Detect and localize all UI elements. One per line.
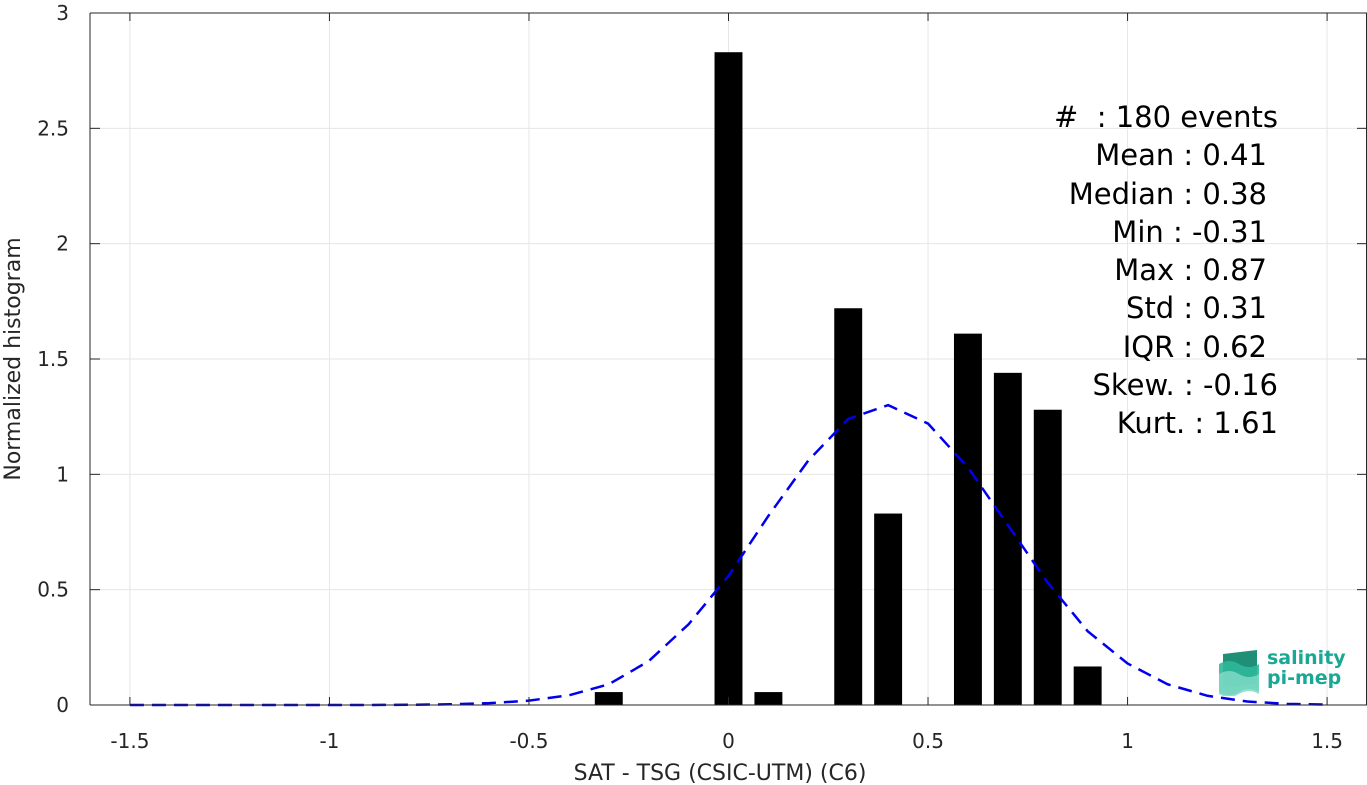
- histogram-bar: [1033, 409, 1062, 705]
- y-tick-label: 2: [56, 232, 69, 256]
- x-tick-label: -1.5: [110, 729, 149, 753]
- x-tick-label: -1: [319, 729, 339, 753]
- bars: [594, 52, 1102, 706]
- stats-events: # : 180 events: [1054, 100, 1278, 134]
- logo-text: salinity pi-mep: [1267, 648, 1346, 688]
- y-tick-label: 1: [56, 462, 69, 486]
- x-tick-label: 1.5: [1311, 729, 1343, 753]
- histogram-bar: [953, 333, 982, 705]
- x-tick-labels: -1.5 -1 -0.5 0 0.5 1 1.5: [110, 729, 1343, 753]
- stats-max: Max : 0.87: [1114, 253, 1267, 288]
- histogram-bar: [993, 372, 1022, 705]
- logo-line1: salinity: [1267, 647, 1346, 669]
- histogram-bar: [754, 692, 783, 705]
- y-tick-label: 0.5: [37, 578, 69, 602]
- y-tick-label: 1.5: [37, 347, 69, 371]
- y-tick-label: 2.5: [37, 116, 69, 140]
- stats-skew: Skew. : -0.16: [1092, 368, 1278, 403]
- stats-panel: # : 180 events Mean : 0.41 Median : 0.38…: [960, 98, 1278, 443]
- stats-iqr: IQR : 0.62: [1122, 329, 1267, 364]
- x-tick-label: -0.5: [509, 729, 548, 753]
- logo-line2: pi-mep: [1267, 667, 1342, 689]
- x-tick-label: 0: [722, 729, 735, 753]
- salinity-pimep-logo: salinity pi-mep: [1217, 648, 1347, 696]
- x-tick-label: 1: [1121, 729, 1134, 753]
- wave-logo-icon: [1219, 650, 1259, 696]
- x-axis-title: SAT - TSG (CSIC-UTM) (C6): [574, 761, 867, 785]
- y-tick-label: 0: [56, 693, 69, 717]
- stats-min: Min : -0.31: [1112, 214, 1267, 249]
- stats-median: Median : 0.38: [1068, 176, 1267, 211]
- stats-mean: Mean : 0.41: [1095, 138, 1267, 173]
- y-axis-title: Normalized histogram: [1, 237, 26, 480]
- histogram-bar: [714, 52, 743, 706]
- histogram-bar: [594, 692, 623, 705]
- stats-std: Std : 0.31: [1126, 291, 1267, 326]
- y-tick-label: 3: [56, 1, 69, 25]
- stats-kurt: Kurt. : 1.61: [1116, 406, 1278, 441]
- y-tick-labels: 0 0.5 1 1.5 2 2.5 3: [37, 1, 69, 717]
- histogram-bar: [834, 308, 863, 705]
- histogram-bar: [1073, 666, 1102, 705]
- x-tick-label: 0.5: [912, 729, 944, 753]
- histogram-bar: [874, 513, 903, 705]
